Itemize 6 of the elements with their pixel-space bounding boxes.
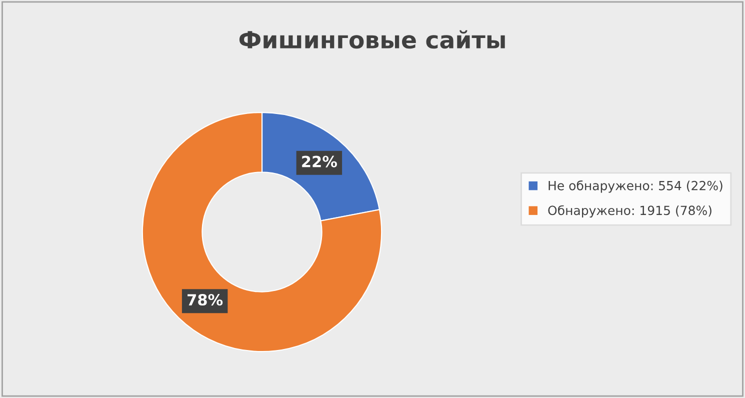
data-label: 22% [302, 156, 337, 168]
data-label: 78% [188, 294, 223, 306]
legend-label: Обнаружено: 1915 (78%) [548, 205, 712, 218]
donut-slice [142, 112, 382, 352]
legend-label: Не обнаружено: 554 (22%) [548, 180, 722, 193]
chart-title: Фишинговые сайты [239, 30, 505, 49]
